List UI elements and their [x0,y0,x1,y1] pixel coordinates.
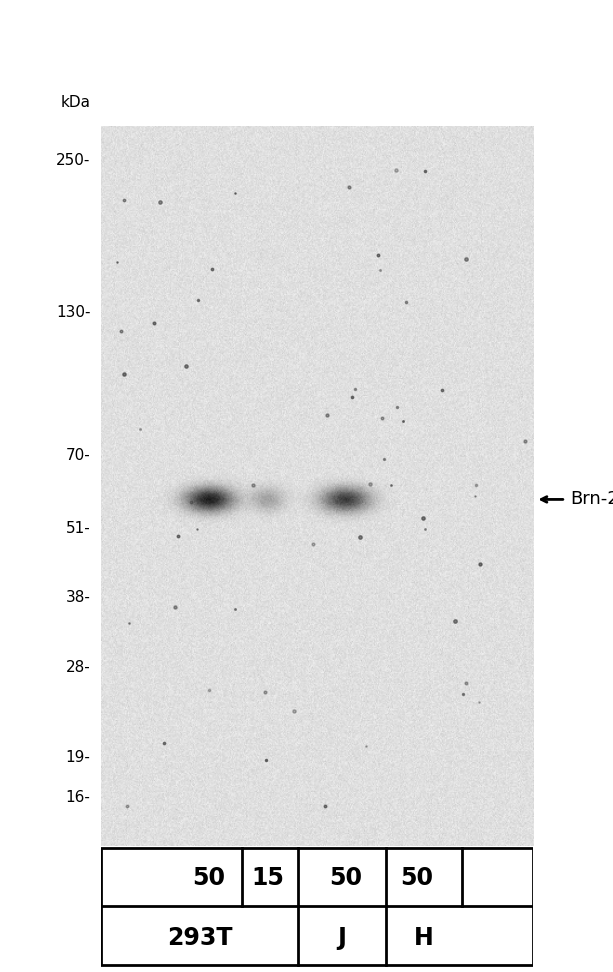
Text: 38-: 38- [66,590,90,605]
Text: 50: 50 [192,866,226,889]
Text: J: J [338,926,346,950]
Text: 70-: 70- [66,448,90,463]
Text: H: H [414,926,434,950]
Text: 16-: 16- [66,790,90,805]
Text: 50: 50 [400,866,433,889]
Text: 28-: 28- [66,660,90,676]
Text: 51-: 51- [66,522,90,537]
Text: kDa: kDa [60,95,90,111]
Text: 19-: 19- [66,750,90,765]
Text: 250-: 250- [56,154,90,168]
Text: Brn-2: Brn-2 [570,491,613,508]
Text: 293T: 293T [167,926,232,950]
Text: 15: 15 [251,866,284,889]
Text: 50: 50 [329,866,362,889]
Text: 130-: 130- [56,305,90,320]
